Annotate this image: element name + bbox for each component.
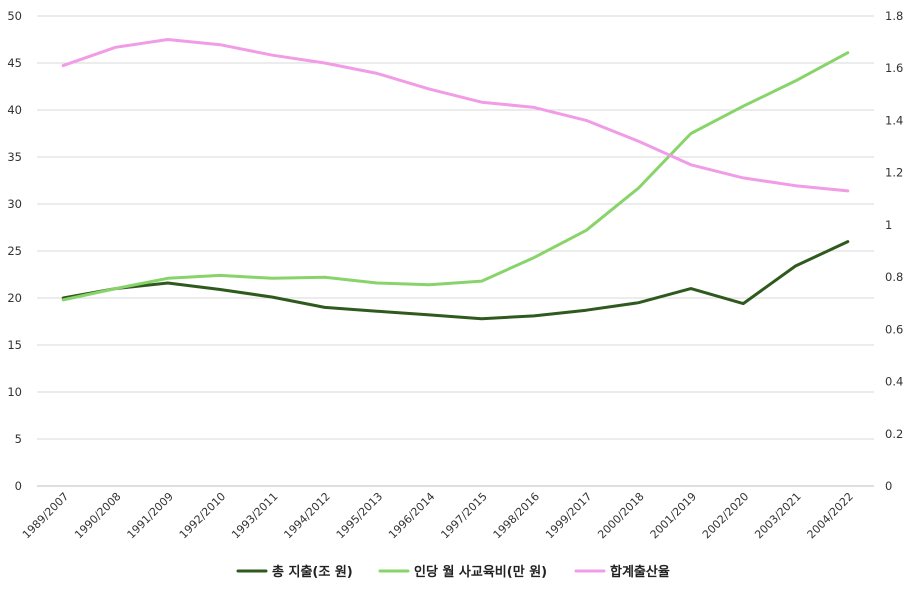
right-axis-tick-label: 1.2: [885, 166, 903, 180]
series-line-2: [61, 51, 850, 302]
x-axis-tick-label: 1991/2009: [124, 490, 175, 541]
left-axis-tick-label: 15: [7, 338, 22, 352]
right-axis-tick-label: 1.4: [885, 113, 903, 127]
right-axis-tick-label: 0.6: [885, 322, 903, 336]
legend-label: 인당 월 사교육비(만 원): [414, 564, 547, 580]
series-lines: [61, 38, 850, 321]
right-axis-tick-label: 1.8: [885, 9, 903, 23]
right-axis-tick-label: 0.4: [885, 375, 903, 389]
x-axis-tick-label: 1993/2011: [229, 490, 280, 541]
x-axis-tick-label: 1994/2012: [281, 490, 332, 541]
left-axis-tick-label: 50: [7, 9, 22, 23]
right-axis-ticks: 0 0.2 0.4 0.6 0.8 1 1.2 1.4 1.6 1.8: [885, 9, 903, 493]
x-axis-tick-label: 1996/2014: [386, 490, 437, 541]
left-axis-tick-label: 5: [15, 432, 22, 446]
right-axis-tick-label: 0.2: [885, 427, 903, 441]
left-axis-tick-label: 45: [7, 56, 22, 70]
right-axis-tick-label: 1: [885, 218, 892, 232]
x-axis-tick-label: 1992/2010: [177, 490, 228, 541]
x-axis-tick-label: 2004/2022: [805, 490, 856, 541]
left-axis-tick-label: 0: [15, 479, 22, 493]
x-axis-tick-label: 1999/2017: [543, 490, 594, 541]
right-axis-tick-label: 0: [885, 479, 892, 493]
x-axis-ticks: 1989/2007 1990/2008 1991/2009 1992/2010 1993…: [20, 490, 856, 541]
left-axis-tick-label: 25: [7, 244, 22, 258]
x-axis-tick-label: 1990/2008: [72, 490, 123, 541]
left-axis-ticks: 0 5 10 15 20 25 30 35 40 45 50: [7, 9, 22, 493]
right-axis-tick-label: 1.6: [885, 61, 903, 75]
legend: 총 지출(조 원) 인당 월 사교육비(만 원) 합계출산율: [236, 564, 670, 580]
x-axis-tick-label: 2001/2019: [648, 490, 699, 541]
x-axis-tick-label: 2000/2018: [595, 490, 646, 541]
series-line-3: [61, 38, 850, 193]
x-axis-tick-label: 2003/2021: [752, 490, 803, 541]
x-axis-tick-label: 1989/2007: [20, 490, 71, 541]
left-axis-tick-label: 30: [7, 197, 22, 211]
gridlines: [37, 15, 874, 487]
left-axis-tick-label: 35: [7, 150, 22, 164]
x-axis-tick-label: 1998/2016: [491, 490, 542, 541]
series-line-1: [61, 240, 850, 321]
left-axis-tick-label: 40: [7, 103, 22, 117]
right-axis-tick-label: 0.8: [885, 270, 903, 284]
legend-label: 합계출산율: [610, 564, 670, 580]
left-axis-tick-label: 20: [7, 291, 22, 305]
left-axis-tick-label: 10: [7, 385, 22, 399]
x-axis-tick-label: 2002/2020: [700, 490, 751, 541]
x-axis-tick-label: 1997/2015: [438, 490, 489, 541]
legend-label: 총 지출(조 원): [272, 564, 353, 580]
x-axis-tick-label: 1995/2013: [334, 490, 385, 541]
